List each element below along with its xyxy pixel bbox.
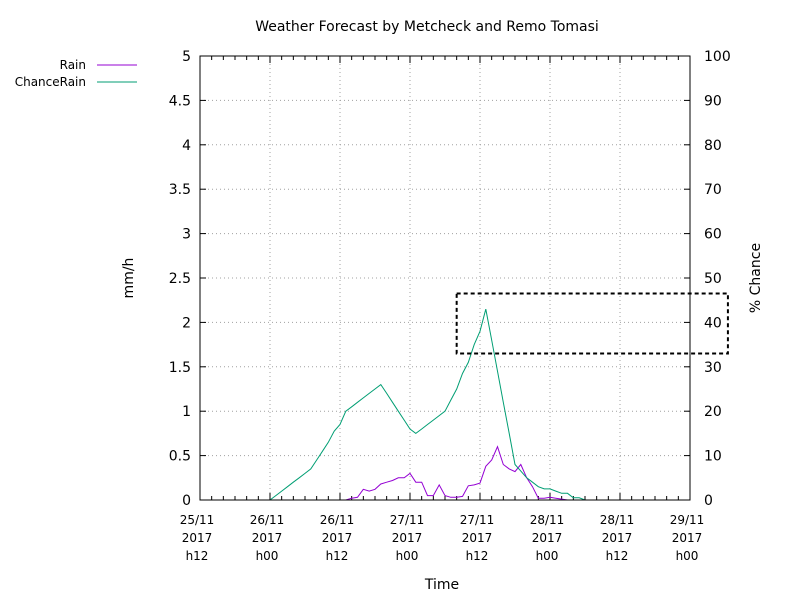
plot-frame [199,55,691,501]
annotations [455,292,729,355]
y2-axis-ticks: 0 10 20 30 40 50 60 70 80 90 100 [684,49,731,509]
y2-tick-label: 30 [704,360,722,376]
y2-tick-label: 20 [704,404,722,420]
legend: Rain ChanceRain [15,58,137,89]
y2-tick-label: 80 [704,138,722,154]
y-tick-label: 3 [182,227,191,243]
y2-tick-label: 50 [704,271,722,287]
y-tick-label: 4.5 [169,93,191,109]
y2-tick-label: 10 [704,449,722,465]
y2-tick-label: 60 [704,227,722,243]
x-tick-label: 26/11 2017 h00 [250,513,285,563]
x-tick-label: 28/11 2017 h00 [530,513,565,563]
dashed-highlight-box [455,292,729,355]
x-tick-label: 26/11 2017 h12 [320,513,355,563]
x-tick-label: 27/11 2017 h12 [460,513,495,563]
y2-tick-label: 0 [704,493,713,509]
x-tick-label: 28/11 2017 h12 [600,513,635,563]
y2-tick-label: 90 [704,93,722,109]
y-tick-label: 0 [182,493,191,509]
y-tick-label: 4 [182,138,191,154]
y2-axis-label: % Chance [748,243,764,313]
x-tick-label: 27/11 2017 h00 [390,513,425,563]
x-tick-label: 25/11 2017 h12 [180,513,215,563]
chart-title: Weather Forecast by Metcheck and Remo To… [255,19,599,35]
y-tick-label: 5 [182,49,191,65]
x-axis-ticks: 25/11 2017 h12 26/11 2017 h00 26/11 2017 h12 27/1… [180,56,705,563]
y-tick-label: 0.5 [169,449,191,465]
y-axis-label: mm/h [121,258,137,299]
y-axis-ticks: 0 0.5 1 1.5 2 2.5 3 3.5 4 4.5 5 [169,49,206,509]
series-lines [269,308,586,501]
y-tick-label: 2.5 [169,271,191,287]
legend-label-chancerain: ChanceRain [15,75,86,89]
y-tick-label: 1.5 [169,360,191,376]
series-line-chancerain [269,308,586,501]
y-tick-label: 2 [182,315,191,331]
x-tick-label: 29/11 2017 h00 [670,513,705,563]
x-axis-label: Time [424,577,459,593]
y2-tick-label: 40 [704,315,722,331]
y2-tick-label: 100 [704,49,731,65]
legend-label-rain: Rain [60,58,86,72]
y2-tick-label: 70 [704,182,722,198]
y-tick-label: 3.5 [169,182,191,198]
y-tick-label: 1 [182,404,191,420]
series-line-rain [345,445,568,501]
